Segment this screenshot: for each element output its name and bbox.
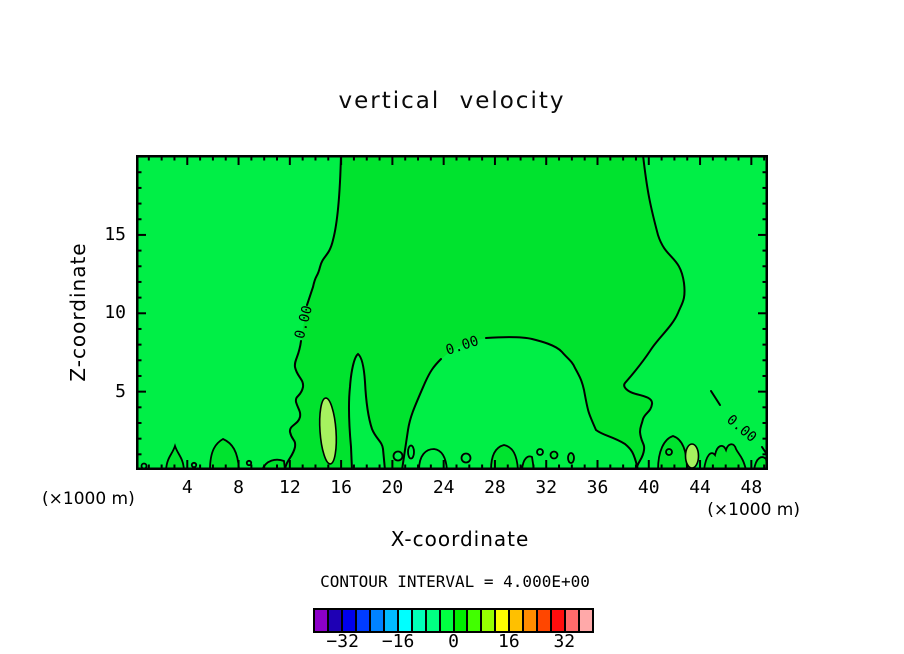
x-tick-label: 24 <box>432 477 455 498</box>
x-tick-label: 40 <box>637 477 660 498</box>
x-tick-label: 20 <box>381 477 404 498</box>
plot-border <box>136 155 768 470</box>
contour-plot: 0.00 0.00 0.00 <box>136 155 768 470</box>
x-tick-label: 28 <box>484 477 506 498</box>
colorbar-cell <box>480 610 495 631</box>
colorbar-cell <box>508 610 523 631</box>
zero-contour-lines <box>284 155 768 470</box>
colorbar-cell <box>424 610 439 631</box>
x-tick-label: 32 <box>535 477 558 498</box>
colorbar-cell <box>368 610 383 631</box>
y-tick-label: 5 <box>115 380 126 402</box>
colorbar-tick-label: 16 <box>498 631 520 652</box>
y-tick-label: 15 <box>104 223 126 245</box>
colorbar-tick-label: −16 <box>381 631 415 652</box>
x-tick-label: 44 <box>689 477 711 498</box>
chart-title: vertical velocity <box>338 88 566 114</box>
surface-blobs-left <box>140 437 286 470</box>
negative-finger-fill <box>347 352 386 470</box>
negative-region-arch-fill <box>402 337 638 470</box>
x-tick-label: 8 <box>233 477 244 498</box>
colorbar-cell <box>536 610 551 631</box>
colorbar-cell <box>494 610 509 631</box>
negative-region-left-fill <box>136 155 341 470</box>
colorbar-cell <box>315 610 327 631</box>
colorbar-cell <box>354 610 369 631</box>
colorbar-cell <box>396 610 411 631</box>
surface-blobs-arch <box>490 444 575 470</box>
colorbar-tick-label: −32 <box>326 631 359 652</box>
colorbar-cell <box>564 610 579 631</box>
colorbar-tick-label: 32 <box>553 631 576 652</box>
colorbar-cell <box>578 610 593 631</box>
x-tick-label: 48 <box>740 477 763 498</box>
colorbar-cell <box>550 610 565 631</box>
updraft-cell-small <box>684 443 700 469</box>
x-tick-label: 36 <box>586 477 609 498</box>
colorbar <box>313 608 594 633</box>
y-tick-label: 10 <box>104 302 126 324</box>
colorbar-cell <box>438 610 453 631</box>
x-tick-label: 4 <box>181 477 193 498</box>
x-axis-unit-note: (×1000 m) <box>707 500 800 520</box>
x-tick-label: 16 <box>330 477 352 498</box>
surface-blobs-center <box>392 444 544 470</box>
x-tick-label: 12 <box>278 477 301 498</box>
colorbar-tick-label: 0 <box>448 631 459 652</box>
colorbar-cell <box>340 610 355 631</box>
y-axis-unit-note: (×1000 m) <box>42 489 135 509</box>
colorbar-cell <box>326 610 341 631</box>
updraft-cell-main <box>318 397 338 465</box>
colorbar-cell <box>522 610 537 631</box>
colorbar-cell <box>382 610 397 631</box>
colorbar-cell <box>452 610 467 631</box>
negative-region-right-fill <box>624 155 768 470</box>
x-axis-label: X-coordinate <box>390 527 530 551</box>
contour-interval-text: CONTOUR INTERVAL = 4.000E+00 <box>320 572 590 591</box>
colorbar-cell <box>466 610 481 631</box>
colorbar-cell <box>410 610 425 631</box>
